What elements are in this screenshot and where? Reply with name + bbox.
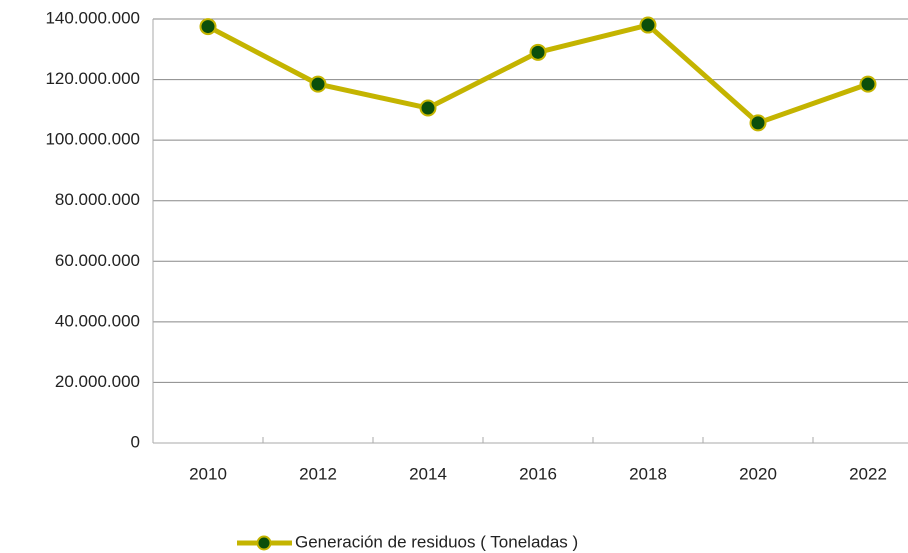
y-tick-label: 40.000.000 [55,311,140,330]
data-point [529,43,547,61]
x-tick-label: 2022 [849,464,887,483]
data-point [859,75,877,93]
legend-marker [256,535,272,551]
y-tick-label: 60.000.000 [55,251,140,270]
x-tick-label: 2018 [629,464,667,483]
x-tick-label: 2010 [189,464,227,483]
y-tick-label: 80.000.000 [55,190,140,209]
x-tick-label: 2014 [409,464,447,483]
x-tick-label: 2020 [739,464,777,483]
x-tick-label: 2016 [519,464,557,483]
y-tick-label: 20.000.000 [55,372,140,391]
data-point [419,99,437,117]
y-tick-label: 0 [131,432,140,451]
data-point [639,16,657,34]
series-line [206,22,869,126]
data-point [749,114,767,132]
x-tick-label: 2012 [299,464,337,483]
y-tick-label: 120.000.000 [45,69,140,88]
legend-label: Generación de residuos ( Toneladas ) [295,532,578,551]
y-tick-label: 140.000.000 [45,8,140,27]
data-point [199,18,217,36]
data-point [309,75,327,93]
y-tick-label: 100.000.000 [45,130,140,149]
